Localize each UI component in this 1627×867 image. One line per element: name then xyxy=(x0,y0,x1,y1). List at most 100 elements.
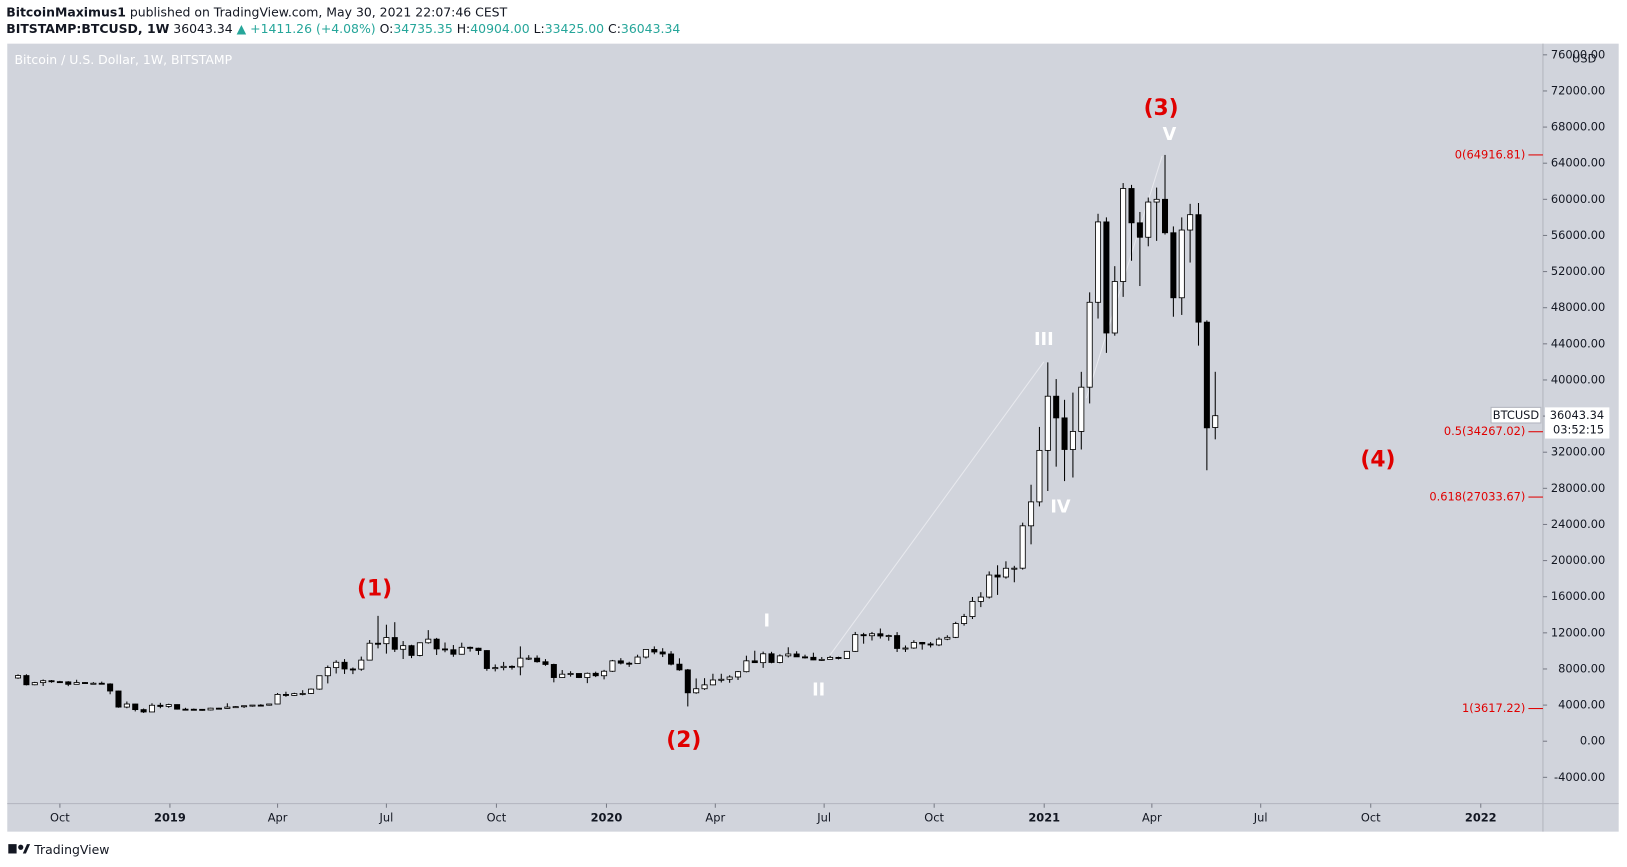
candle-body xyxy=(433,638,440,650)
price-tag-countdown: 03:52:15 xyxy=(1553,423,1604,437)
wave-line xyxy=(829,361,1045,656)
candle-body xyxy=(165,704,172,707)
candle-body xyxy=(609,660,616,672)
logo-mark xyxy=(8,844,17,854)
candle-body xyxy=(986,574,993,598)
ohlc-l-value: 33425.00 xyxy=(545,21,604,36)
candle-body xyxy=(341,661,348,670)
candle-body xyxy=(274,694,281,705)
y-tick-label: 8000.00 xyxy=(1558,661,1605,675)
plot xyxy=(15,154,1219,713)
candle-body xyxy=(1111,281,1118,334)
y-tick-label: 24000.00 xyxy=(1551,517,1605,531)
candle-body xyxy=(1136,222,1143,238)
candle-body xyxy=(626,662,633,665)
candle-body xyxy=(693,688,700,694)
ohlc-h: H: xyxy=(457,21,471,36)
candle-body xyxy=(843,650,850,659)
y-tick-label: 32000.00 xyxy=(1551,445,1605,459)
candle-body xyxy=(215,707,222,710)
candle-body xyxy=(1002,567,1009,578)
candle-body xyxy=(525,657,532,660)
symbol: BITSTAMP:BTCUSD, 1W xyxy=(6,21,169,36)
candle-body xyxy=(718,678,725,681)
candle-body xyxy=(592,672,599,677)
candle-body xyxy=(701,684,708,690)
logo-mark xyxy=(18,844,24,850)
candle-body xyxy=(601,670,608,677)
footer-logo: TradingView xyxy=(8,842,109,857)
author: BitcoinMaximus1 xyxy=(6,4,126,19)
ohlc-c-value: 36043.34 xyxy=(621,21,680,36)
last-price: 36043.34 xyxy=(173,21,232,36)
symbol-line: BITSTAMP:BTCUSD, 1W 36043.34 ▲ +1411.26 … xyxy=(6,21,680,36)
candle-body xyxy=(492,667,499,670)
candle-body xyxy=(115,690,122,708)
candle-body xyxy=(282,694,289,696)
candle-body xyxy=(458,646,465,655)
candle-body xyxy=(31,682,38,686)
chart-background xyxy=(7,43,1619,832)
candle-body xyxy=(575,673,582,678)
price-tag-symbol-box xyxy=(1490,406,1542,424)
x-tick-label: Apr xyxy=(268,811,288,825)
x-tick-label: Oct xyxy=(924,811,944,825)
ohlc-o-value: 34735.35 xyxy=(393,21,452,36)
candle-body xyxy=(885,635,892,638)
x-tick-label: Oct xyxy=(487,811,507,825)
candle-body xyxy=(768,653,775,663)
candle-body xyxy=(107,683,114,692)
ohlc-l: L: xyxy=(534,21,545,36)
candle-body xyxy=(266,703,273,706)
candle-body xyxy=(1145,201,1152,238)
x-tick-label: 2022 xyxy=(1465,811,1497,825)
candle-body xyxy=(659,651,666,655)
candle-body xyxy=(1028,501,1035,527)
x-tick-label: 2020 xyxy=(591,811,623,825)
candle-body xyxy=(65,681,72,685)
candle-body xyxy=(1019,525,1026,569)
candle-body xyxy=(877,633,884,637)
candle-body xyxy=(123,703,130,708)
candle-body xyxy=(500,665,507,669)
candle-body xyxy=(952,623,959,638)
candle-body xyxy=(994,574,1001,578)
y-tick-label: 44000.00 xyxy=(1551,336,1605,350)
candle-body xyxy=(651,649,658,653)
candle-body xyxy=(902,647,909,650)
candle-body xyxy=(308,688,315,694)
ohlc-c: C: xyxy=(608,21,621,36)
candle-body xyxy=(40,680,47,684)
candle-body xyxy=(818,658,825,661)
candle-body xyxy=(324,667,331,677)
candle-body xyxy=(743,660,750,673)
x-tick-label: Apr xyxy=(705,811,725,825)
candle-body xyxy=(793,653,800,658)
x-tick-label: 2019 xyxy=(154,811,186,825)
candle-body xyxy=(174,704,181,710)
candle-body xyxy=(751,660,758,664)
candle-body xyxy=(508,665,515,668)
candle-body xyxy=(1120,188,1127,282)
candle-body xyxy=(450,649,457,655)
candle-body xyxy=(567,673,574,675)
candle-body xyxy=(56,681,63,684)
wave-label: (4) xyxy=(1360,448,1395,473)
candle-body xyxy=(1162,198,1169,234)
candle-body xyxy=(400,645,407,650)
candle-body xyxy=(182,708,189,711)
candle-body xyxy=(232,706,239,709)
candle-body xyxy=(73,682,80,685)
candle-body xyxy=(1078,386,1085,432)
chart-title: Bitcoin / U.S. Dollar, 1W, BITSTAMP xyxy=(15,52,233,67)
candle-body xyxy=(425,638,432,644)
y-axis-label: USD xyxy=(1572,52,1597,66)
candle-body xyxy=(349,668,356,671)
candle-body xyxy=(375,642,382,645)
y-tick-label: 12000.00 xyxy=(1551,625,1605,639)
candle-body xyxy=(760,653,767,664)
wave-label: IV xyxy=(1050,497,1071,517)
candle-body xyxy=(1086,301,1093,388)
